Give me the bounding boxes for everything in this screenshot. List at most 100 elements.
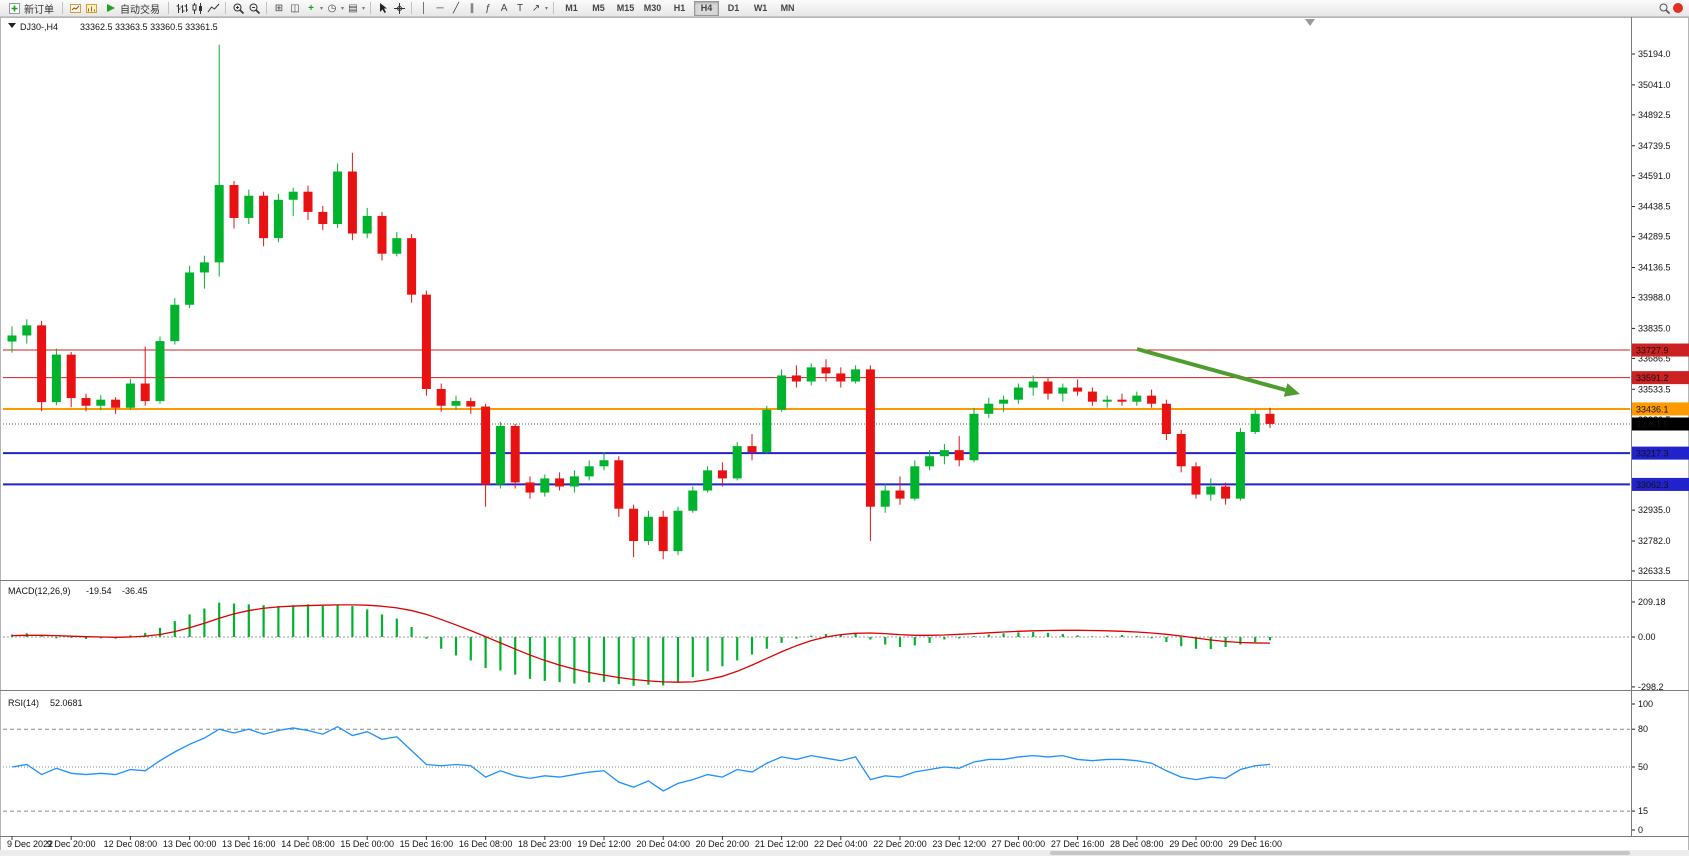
timeframe-m1[interactable]: M1 <box>565 2 578 13</box>
h-scrollbar-track[interactable] <box>0 850 1689 856</box>
tile-windows-icon[interactable]: ⊞ <box>274 2 284 14</box>
horizontal-line-icon[interactable]: ─ <box>436 2 444 14</box>
channel-icon[interactable]: ∥ <box>469 2 475 14</box>
bull-candle <box>599 460 609 467</box>
time-axis-label: 13 Dec 00:00 <box>163 839 217 849</box>
bull-candle <box>392 238 402 254</box>
rsi-axis-label: 100 <box>1638 699 1653 709</box>
bull-candle <box>155 341 165 402</box>
crosshair-icon[interactable] <box>392 1 406 15</box>
time-axis-label: 22 Dec 04:00 <box>814 839 868 849</box>
indicators-icon[interactable]: + <box>308 2 314 14</box>
chart-shift-marker[interactable] <box>1305 19 1315 26</box>
one-click-trading-toggle[interactable] <box>8 23 16 28</box>
zoom-out-icon[interactable] <box>247 1 261 15</box>
bull-candle <box>1013 387 1023 400</box>
timeframe-m5[interactable]: M5 <box>592 2 605 13</box>
bar-chart-icon[interactable] <box>174 1 188 15</box>
macd-main-value: -19.54 <box>86 586 112 596</box>
bull-candle <box>362 215 372 234</box>
line-chart-icon[interactable] <box>206 1 220 15</box>
bear-candle <box>821 367 831 374</box>
bear-candle <box>1161 403 1171 435</box>
trend-arrow-line[interactable] <box>1136 347 1287 392</box>
bull-candle <box>540 478 550 493</box>
price-tag <box>1632 371 1689 385</box>
bear-candle <box>81 398 91 406</box>
bear-candle <box>1191 466 1201 495</box>
rsi-axis-label: 50 <box>1638 762 1648 772</box>
h-scrollbar-thumb[interactable] <box>1050 851 1630 855</box>
time-axis-label: 12 Dec 08:00 <box>104 839 158 849</box>
chevron-down-icon[interactable]: ▾ <box>545 5 549 12</box>
chevron-down-icon[interactable]: ▾ <box>362 5 366 12</box>
bear-candle <box>481 406 491 485</box>
timeframe-m30[interactable]: M30 <box>643 2 662 13</box>
price-axis-label: 34438.5 <box>1638 202 1671 212</box>
time-axis-label: 28 Dec 08:00 <box>1110 839 1164 849</box>
vertical-line-icon[interactable]: │ <box>420 2 428 14</box>
templates-icon[interactable]: ▤ <box>348 2 358 14</box>
time-axis-label: 20 Dec 20:00 <box>696 839 750 849</box>
macd-axis-label: -298.2 <box>1638 682 1664 692</box>
cursor-icon[interactable] <box>376 1 390 15</box>
bull-candle <box>777 375 787 410</box>
rsi-value: 52.0681 <box>50 698 83 708</box>
timeframe-h1[interactable]: H1 <box>673 2 686 13</box>
price-axis-label: 33835.0 <box>1638 323 1671 333</box>
timeframe-m15[interactable]: M15 <box>616 2 635 13</box>
candlestick-chart-icon[interactable] <box>190 1 204 15</box>
bull-candle <box>244 195 254 218</box>
main-toolbar: 新订单 自动交易 ⊞ <box>0 0 1689 17</box>
bear-candle <box>1265 413 1275 424</box>
bear-candle <box>658 516 668 552</box>
autotrade-label: 自动交易 <box>120 4 160 16</box>
profiles-icon[interactable] <box>84 1 98 15</box>
autotrade-button[interactable]: 自动交易 <box>100 1 163 16</box>
time-axis-label: 20 Dec 04:00 <box>636 839 690 849</box>
bear-candle <box>111 399 121 408</box>
bull-candle <box>51 354 61 403</box>
label-icon[interactable]: T <box>516 2 524 14</box>
bear-candle <box>510 425 520 483</box>
bear-candle <box>140 383 150 402</box>
timeframe-h4[interactable]: H4 <box>694 0 720 16</box>
fibonacci-icon[interactable]: ƒ <box>485 2 491 14</box>
price-axis-label: 34739.5 <box>1638 141 1671 151</box>
bull-candle <box>1235 431 1245 499</box>
bear-candle <box>1176 434 1186 467</box>
chevron-down-icon[interactable]: ▾ <box>341 5 345 12</box>
timeframe-d1[interactable]: D1 <box>727 2 740 13</box>
arrange-windows-icon[interactable]: ◫ <box>290 2 300 14</box>
new-order-icon <box>7 1 21 15</box>
text-icon[interactable]: A <box>500 2 508 14</box>
autotrade-icon <box>103 1 117 15</box>
toolbar-separator <box>225 2 226 14</box>
macd-signal-line <box>11 604 1271 683</box>
price-axis-label: 32633.5 <box>1638 566 1671 576</box>
bear-candle <box>1147 395 1157 404</box>
arrows-tool-icon[interactable]: ↗ <box>531 2 541 14</box>
rsi-axis-label: 0 <box>1638 825 1643 835</box>
chart-background <box>0 17 1689 856</box>
bull-candle <box>984 403 994 414</box>
new-chart-icon[interactable] <box>68 1 82 15</box>
search-icon[interactable] <box>1657 1 1671 15</box>
timeframe-w1[interactable]: W1 <box>753 2 768 13</box>
bear-candle <box>66 354 76 399</box>
bear-candle <box>791 375 801 382</box>
zoom-in-icon[interactable] <box>231 1 245 15</box>
price-tag-label: 33727.9 <box>1636 346 1669 356</box>
bear-candle <box>1221 486 1231 499</box>
new-order-button[interactable]: 新订单 <box>4 1 57 16</box>
timeframe-mn[interactable]: MN <box>780 2 795 13</box>
bull-candle <box>969 413 979 461</box>
macd-pane: 209.18 0.00 -298.2 <box>3 597 1666 692</box>
bull-candle <box>569 476 579 487</box>
trendline-icon[interactable]: ╱ <box>453 2 460 14</box>
toolbar-separator <box>553 2 555 14</box>
chevron-down-icon[interactable]: ▾ <box>320 5 324 12</box>
notification-badge[interactable] <box>1673 3 1683 13</box>
periods-icon[interactable]: ◷ <box>327 2 337 14</box>
